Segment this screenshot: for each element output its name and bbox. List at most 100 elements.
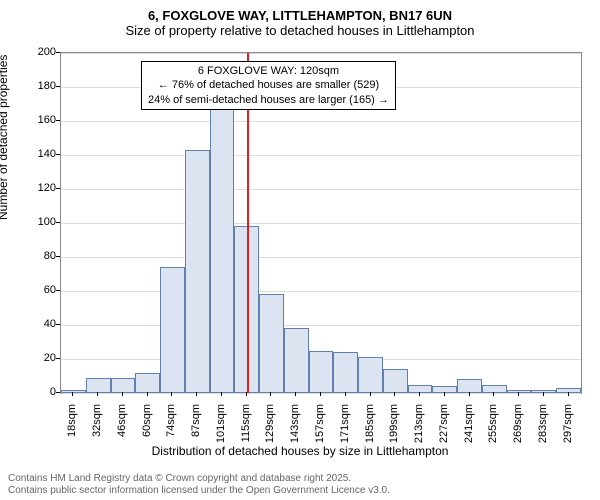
x-tick-mark (543, 392, 544, 396)
y-tick-mark (56, 392, 60, 393)
histogram-bar (185, 150, 210, 393)
x-tick-label: 283sqm (537, 404, 549, 449)
x-tick-label: 101sqm (215, 404, 227, 449)
x-tick-mark (196, 392, 197, 396)
chart-title-line2: Size of property relative to detached ho… (0, 23, 600, 38)
gridline (61, 53, 581, 54)
gridline (61, 155, 581, 156)
x-tick-mark (444, 392, 445, 396)
x-tick-label: 60sqm (141, 404, 153, 449)
histogram-bar (210, 107, 235, 393)
x-tick-mark (419, 392, 420, 396)
gridline (61, 257, 581, 258)
x-tick-label: 157sqm (314, 404, 326, 449)
y-tick-label: 0 (16, 386, 56, 398)
annotation-line: 24% of semi-detached houses are larger (… (148, 93, 389, 107)
histogram-bar (284, 328, 309, 393)
histogram-bar (383, 369, 408, 393)
gridline (61, 325, 581, 326)
x-tick-mark (122, 392, 123, 396)
x-tick-mark (295, 392, 296, 396)
x-tick-label: 18sqm (66, 404, 78, 449)
annotation-box: 6 FOXGLOVE WAY: 120sqm← 76% of detached … (141, 61, 396, 110)
x-tick-mark (147, 392, 148, 396)
x-tick-label: 213sqm (413, 404, 425, 449)
y-tick-mark (56, 222, 60, 223)
gridline (61, 223, 581, 224)
histogram-bar (358, 357, 383, 393)
x-tick-mark (518, 392, 519, 396)
y-tick-mark (56, 188, 60, 189)
annotation-line: 6 FOXGLOVE WAY: 120sqm (148, 64, 389, 78)
y-tick-label: 20 (16, 352, 56, 364)
y-tick-mark (56, 120, 60, 121)
x-tick-label: 143sqm (289, 404, 301, 449)
histogram-bar (531, 390, 556, 393)
gridline (61, 189, 581, 190)
y-tick-mark (56, 154, 60, 155)
histogram-bar (309, 351, 334, 394)
histogram-bar (86, 378, 111, 393)
y-tick-label: 120 (16, 182, 56, 194)
gridline (61, 291, 581, 292)
y-tick-label: 140 (16, 148, 56, 160)
x-tick-mark (246, 392, 247, 396)
x-tick-label: 115sqm (240, 404, 252, 449)
x-tick-label: 199sqm (388, 404, 400, 449)
footer-attribution: Contains HM Land Registry data © Crown c… (8, 473, 390, 497)
x-tick-label: 129sqm (264, 404, 276, 449)
histogram-bar (556, 388, 581, 393)
y-tick-label: 100 (16, 216, 56, 228)
x-tick-label: 269sqm (512, 404, 524, 449)
gridline (61, 393, 581, 394)
x-tick-label: 185sqm (364, 404, 376, 449)
y-tick-label: 40 (16, 318, 56, 330)
y-tick-mark (56, 324, 60, 325)
x-tick-mark (469, 392, 470, 396)
x-tick-mark (221, 392, 222, 396)
y-tick-mark (56, 290, 60, 291)
x-tick-mark (394, 392, 395, 396)
histogram-bar (457, 379, 482, 393)
plot-area: 6 FOXGLOVE WAY: 120sqm← 76% of detached … (60, 52, 582, 394)
y-axis-label: Number of detached properties (0, 55, 10, 220)
annotation-line: ← 76% of detached houses are smaller (52… (148, 78, 389, 92)
y-tick-mark (56, 86, 60, 87)
x-tick-mark (171, 392, 172, 396)
y-tick-mark (56, 52, 60, 53)
histogram-bar (333, 352, 358, 393)
chart-container: 6, FOXGLOVE WAY, LITTLEHAMPTON, BN17 6UN… (0, 0, 600, 500)
x-tick-label: 74sqm (165, 404, 177, 449)
y-tick-mark (56, 256, 60, 257)
y-tick-label: 80 (16, 250, 56, 262)
histogram-bar (135, 373, 160, 393)
x-tick-mark (270, 392, 271, 396)
y-tick-label: 200 (16, 46, 56, 58)
y-tick-label: 60 (16, 284, 56, 296)
histogram-bar (432, 386, 457, 393)
x-tick-mark (345, 392, 346, 396)
x-tick-label: 227sqm (438, 404, 450, 449)
x-tick-mark (97, 392, 98, 396)
chart-title-line1: 6, FOXGLOVE WAY, LITTLEHAMPTON, BN17 6UN (0, 0, 600, 23)
y-tick-label: 160 (16, 114, 56, 126)
x-tick-label: 241sqm (463, 404, 475, 449)
x-tick-label: 32sqm (91, 404, 103, 449)
histogram-bar (259, 294, 284, 393)
x-tick-label: 46sqm (116, 404, 128, 449)
x-tick-mark (493, 392, 494, 396)
histogram-bar (160, 267, 185, 393)
x-tick-label: 87sqm (190, 404, 202, 449)
x-tick-mark (72, 392, 73, 396)
footer-line1: Contains HM Land Registry data © Crown c… (8, 473, 390, 485)
y-tick-mark (56, 358, 60, 359)
x-tick-mark (370, 392, 371, 396)
x-tick-label: 255sqm (487, 404, 499, 449)
histogram-bar (61, 390, 86, 393)
gridline (61, 121, 581, 122)
x-tick-mark (320, 392, 321, 396)
histogram-bar (111, 378, 136, 393)
x-tick-label: 171sqm (339, 404, 351, 449)
footer-line2: Contains public sector information licen… (8, 485, 390, 497)
x-tick-label: 297sqm (562, 404, 574, 449)
